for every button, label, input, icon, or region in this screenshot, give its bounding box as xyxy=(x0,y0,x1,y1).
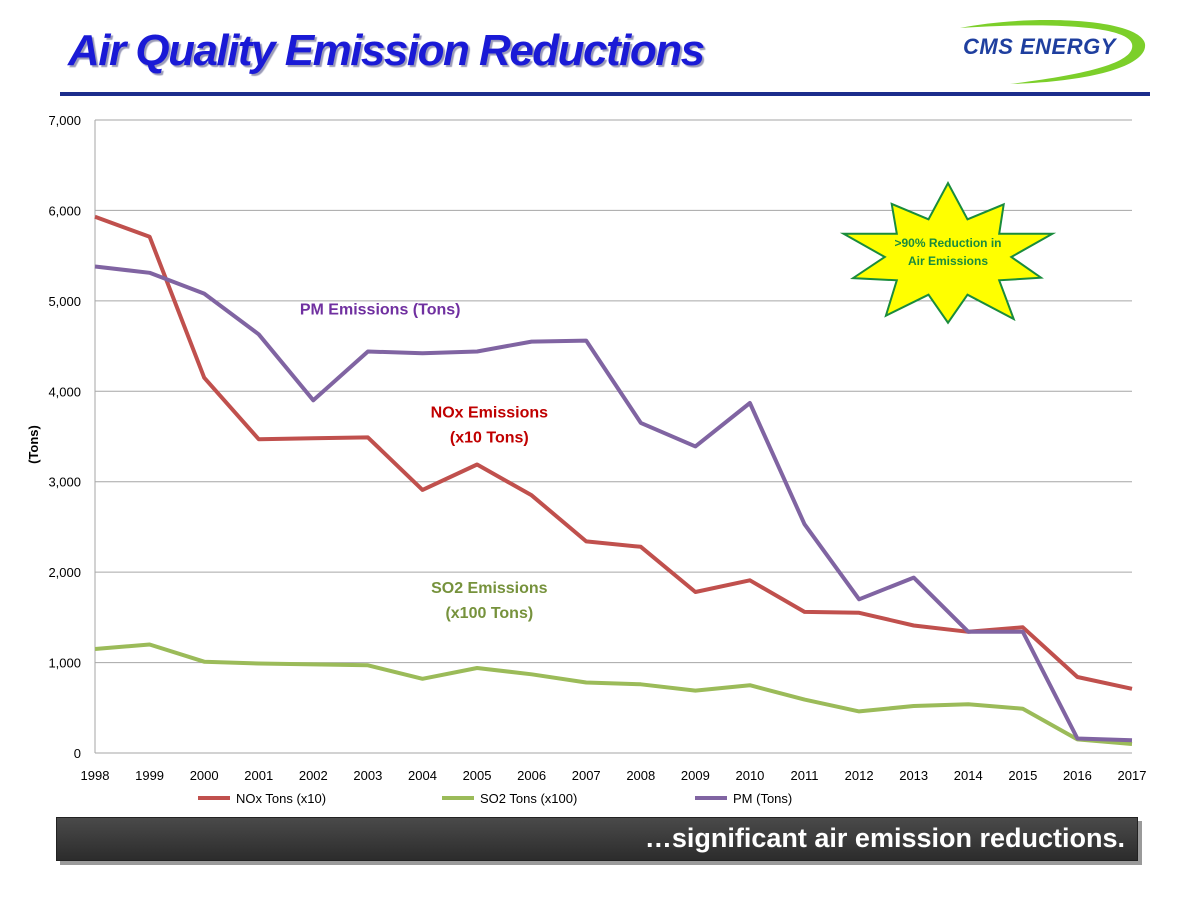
y-tick-label: 3,000 xyxy=(48,475,81,490)
annotation-text: SO2 Emissions xyxy=(431,580,548,597)
x-tick-label: 2014 xyxy=(954,768,983,783)
legend-label: SO2 Tons (x100) xyxy=(480,791,577,806)
logo-text: CMS ENERGY xyxy=(963,34,1116,59)
series-line-1 xyxy=(94,642,1133,746)
x-tick-label: 2017 xyxy=(1118,768,1147,783)
reduction-callout: >90% Reduction in Air Emissions xyxy=(839,180,1057,325)
x-tick-label: 2009 xyxy=(681,768,710,783)
annotation-text: PM Emissions (Tons) xyxy=(300,301,461,318)
annotation-text: (x100 Tons) xyxy=(445,605,533,622)
legend-label: PM (Tons) xyxy=(733,791,792,806)
x-tick-label: 1998 xyxy=(81,768,110,783)
y-tick-label: 6,000 xyxy=(48,203,81,218)
legend: NOx Tons (x10) SO2 Tons (x100) PM (Tons) xyxy=(198,791,792,806)
logo-swoosh-icon xyxy=(960,20,1146,85)
series-annotations: PM Emissions (Tons) NOx Emissions (x10 Ton… xyxy=(300,301,548,622)
annotation-text: NOx Emissions xyxy=(431,405,548,422)
footer-banner: …significant air emission reductions. xyxy=(56,817,1138,861)
x-tick-label: 2003 xyxy=(353,768,382,783)
x-tick-label: 2005 xyxy=(463,768,492,783)
x-tick-label: 2012 xyxy=(845,768,874,783)
series-line-2 xyxy=(94,264,1133,743)
x-axis-ticks: 1998 1999 2000 2001 2002 2003 2004 2005 2006 2007… xyxy=(81,768,1147,783)
y-tick-label: 0 xyxy=(74,746,81,761)
y-tick-label: 7,000 xyxy=(48,113,81,128)
page-title: Air Quality Emission Reductions xyxy=(68,26,705,75)
x-tick-label: 2007 xyxy=(572,768,601,783)
y-axis-label: (Tons) xyxy=(26,425,41,464)
callout-line-2: Air Emissions xyxy=(908,254,988,268)
footer-banner-text: …significant air emission reductions. xyxy=(644,823,1125,853)
x-tick-label: 2000 xyxy=(190,768,219,783)
emissions-line-chart: 0 1,000 2,000 3,000 4,000 5,000 6,000 7,000 199… xyxy=(26,113,1147,806)
x-tick-label: 2004 xyxy=(408,768,437,783)
annotation-text: (x10 Tons) xyxy=(450,430,529,447)
series-line-0 xyxy=(94,214,1133,691)
series-lines xyxy=(94,214,1133,746)
x-tick-label: 2011 xyxy=(791,768,819,783)
y-axis-ticks: 0 1,000 2,000 3,000 4,000 5,000 6,000 7,000 xyxy=(48,113,81,761)
y-tick-label: 4,000 xyxy=(48,384,81,399)
x-tick-label: 2006 xyxy=(517,768,546,783)
x-tick-label: 2013 xyxy=(899,768,928,783)
starburst-icon xyxy=(839,180,1057,325)
x-tick-label: 1999 xyxy=(135,768,164,783)
callout-line-1: >90% Reduction in xyxy=(894,236,1001,250)
x-tick-label: 2016 xyxy=(1063,768,1092,783)
y-tick-label: 2,000 xyxy=(48,565,81,580)
x-tick-label: 2001 xyxy=(244,768,273,783)
x-tick-label: 2010 xyxy=(735,768,764,783)
x-tick-label: 2008 xyxy=(626,768,655,783)
legend-label: NOx Tons (x10) xyxy=(236,791,326,806)
y-tick-label: 1,000 xyxy=(48,656,81,671)
x-tick-label: 2015 xyxy=(1008,768,1037,783)
title-divider xyxy=(60,92,1150,96)
x-tick-label: 2002 xyxy=(299,768,328,783)
y-tick-label: 5,000 xyxy=(48,294,81,309)
